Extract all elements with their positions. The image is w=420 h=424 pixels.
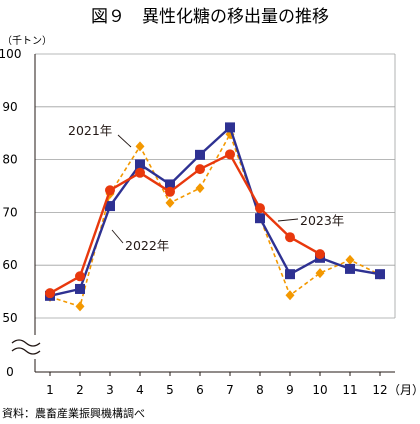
y-tick-label: 0	[6, 365, 14, 379]
chart-title: 図９ 異性化糖の移出量の推移	[91, 7, 329, 27]
x-axis-unit: （月）	[388, 383, 420, 397]
x-tick-label: 3	[106, 383, 114, 397]
data-point	[45, 288, 55, 299]
data-point	[285, 232, 295, 243]
axis-break-wave	[11, 339, 41, 347]
data-point	[135, 159, 145, 170]
annotation-label: 2021年	[68, 123, 112, 138]
annotation-leader	[277, 218, 299, 222]
data-point	[225, 149, 235, 160]
data-point	[225, 122, 235, 133]
data-point	[195, 183, 205, 194]
series-line	[49, 153, 321, 295]
y-axis-unit: （千トン）	[2, 35, 52, 47]
data-point	[165, 179, 175, 190]
x-tick-labels: 1 2 3 4 5 6 7 8 9 10 11 12	[46, 372, 388, 397]
y-tick-label: 60	[2, 258, 17, 272]
series-line	[49, 126, 381, 297]
data-point	[165, 197, 175, 208]
data-point	[375, 269, 385, 280]
axes	[11, 54, 396, 373]
annotation-label: 2023年	[300, 213, 344, 228]
y-tick-labels: 0 50 60 70 80 90 100	[0, 47, 21, 379]
annotations: 2021年 2022年 2023年	[68, 123, 344, 253]
x-tick-label: 12	[372, 383, 387, 397]
series-group	[45, 122, 385, 312]
x-tick-label: 4	[136, 383, 144, 397]
data-point	[345, 263, 355, 274]
x-tick-label: 7	[226, 383, 234, 397]
data-point	[135, 167, 145, 178]
annotation-leader	[111, 229, 124, 244]
axis-break-mark	[11, 339, 41, 355]
annotation-label: 2022年	[125, 238, 169, 253]
y-tick-label: 80	[2, 153, 17, 167]
x-tick-label: 8	[256, 383, 264, 397]
data-point	[345, 254, 355, 265]
x-tick-label: 5	[166, 383, 174, 397]
data-point	[255, 203, 265, 214]
source-note: 資料：農畜産業振興機構調べ	[2, 406, 145, 420]
x-tick-label: 2	[76, 383, 84, 397]
data-point	[195, 164, 205, 175]
y-tick-label: 70	[2, 205, 17, 219]
x-tick-label: 6	[196, 383, 204, 397]
annotation-leader	[117, 134, 132, 148]
data-point	[315, 268, 325, 279]
y-tick-label: 100	[0, 47, 21, 61]
x-tick-label: 11	[342, 383, 357, 397]
data-point	[195, 149, 205, 160]
annotation-2021年: 2021年	[68, 123, 132, 148]
axis-break-wave	[11, 347, 41, 355]
data-point	[105, 185, 115, 196]
data-point	[165, 186, 175, 197]
annotation-2023年: 2023年	[277, 213, 344, 228]
data-point	[135, 141, 145, 152]
data-point	[75, 283, 85, 294]
y-tick-label: 50	[2, 311, 17, 325]
data-point	[285, 269, 295, 280]
data-point	[75, 301, 85, 312]
data-point	[75, 271, 85, 282]
annotation-2022年: 2022年	[111, 229, 169, 253]
data-point	[105, 201, 115, 212]
series-2023年	[45, 149, 325, 299]
gridlines	[35, 53, 395, 319]
y-tick-label: 90	[2, 100, 17, 114]
x-tick-label: 10	[312, 383, 327, 397]
data-point	[255, 213, 265, 224]
x-tick-label: 1	[46, 383, 54, 397]
data-point	[315, 249, 325, 260]
data-point	[285, 290, 295, 301]
x-tick-label: 9	[286, 383, 294, 397]
series-2022年	[45, 122, 385, 301]
